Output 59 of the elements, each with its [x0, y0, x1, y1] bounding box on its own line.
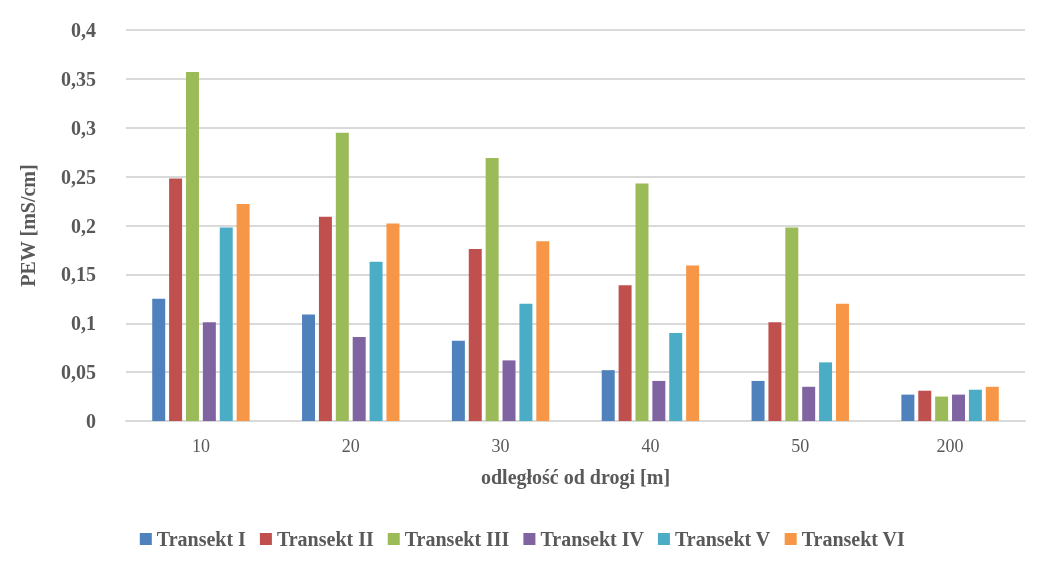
bar	[335, 132, 349, 421]
y-axis-title: PEW [mS/cm]	[17, 164, 39, 287]
legend-label: Transekt IV	[540, 528, 645, 550]
legend-label: Transekt I	[156, 528, 247, 550]
bar	[802, 386, 816, 421]
x-tick-label: 30	[491, 436, 510, 456]
legend-label: Transekt V	[674, 528, 771, 550]
bar	[169, 178, 183, 421]
bar	[202, 322, 216, 421]
bar	[352, 336, 366, 421]
bar	[601, 370, 615, 421]
bar	[835, 303, 849, 421]
bar	[901, 394, 915, 421]
bar	[302, 314, 316, 421]
bar	[185, 72, 199, 421]
bar	[652, 380, 666, 421]
bar	[635, 183, 649, 421]
x-axis-title: odległość od drogi [m]	[480, 466, 671, 489]
bar	[819, 362, 833, 421]
bar	[935, 396, 949, 421]
y-tick-label: 0,2	[71, 214, 96, 237]
y-tick-label: 0,05	[61, 361, 96, 384]
bar	[369, 261, 383, 421]
bar	[618, 285, 632, 421]
bar	[536, 241, 550, 421]
bar	[318, 216, 332, 421]
y-tick-label: 0,1	[71, 312, 96, 335]
bar	[918, 390, 932, 421]
y-tick-label: 0,3	[71, 116, 96, 139]
bar	[686, 265, 700, 421]
bar	[985, 386, 999, 421]
bar	[952, 394, 966, 421]
x-tick-label: 20	[341, 436, 360, 456]
legend-label: Transekt III	[404, 528, 510, 550]
x-tick-label: 10	[191, 436, 210, 456]
legend-label: Transekt II	[276, 528, 374, 550]
bar	[669, 333, 683, 421]
y-tick-label: 0,4	[71, 19, 96, 41]
x-tick-label: 50	[791, 436, 810, 456]
bar	[519, 303, 533, 421]
y-tick-label: 0,15	[61, 263, 96, 286]
y-tick-label: 0,35	[61, 67, 96, 90]
bar	[968, 389, 982, 421]
bar	[768, 322, 782, 421]
y-tick-label: 0,25	[61, 165, 96, 188]
bar	[751, 380, 765, 421]
bar	[451, 340, 465, 421]
legend-label: Transekt VI	[801, 528, 906, 550]
bar	[468, 248, 482, 421]
bar	[785, 227, 799, 421]
bar	[386, 223, 400, 421]
bar	[236, 204, 250, 421]
bar	[485, 158, 499, 421]
bar	[219, 227, 233, 421]
y-tick-label: 0	[86, 410, 96, 432]
x-tick-label: 40	[641, 436, 660, 456]
bar	[152, 298, 166, 421]
bar	[502, 360, 516, 421]
x-tick-label: 200	[936, 436, 964, 456]
